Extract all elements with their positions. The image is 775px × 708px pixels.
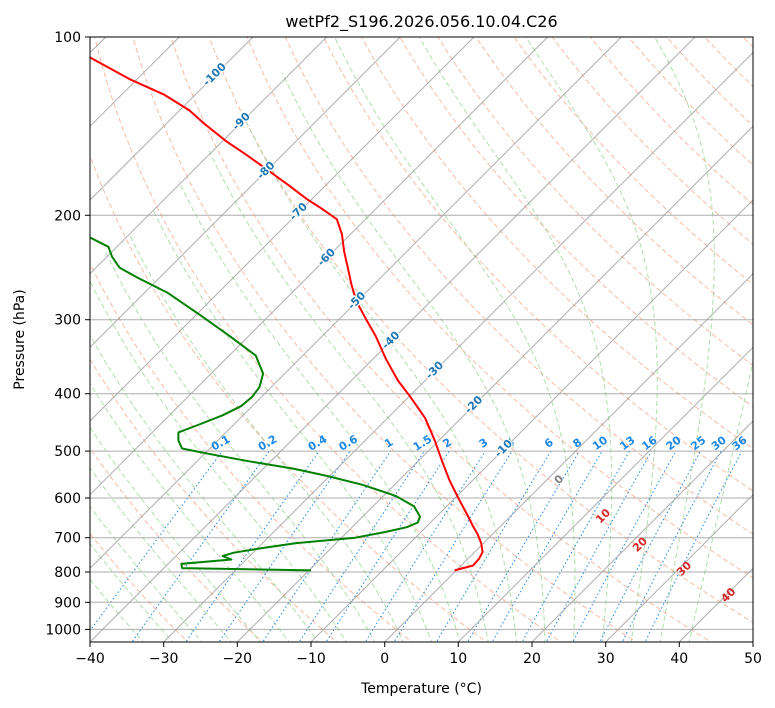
y-tick-label: 700 [54, 531, 81, 547]
y-tick-label: 600 [54, 491, 81, 507]
isotherm-gridline [90, 37, 696, 642]
x-axis-label: Temperature (°C) [360, 681, 482, 697]
x-tick-label: 40 [670, 651, 688, 667]
moist-adiabat-line [90, 542, 174, 642]
moist-adiabat-line [525, 37, 658, 642]
dry-adiabat-line [90, 532, 189, 642]
moist-adiabat-line [90, 382, 290, 642]
y-axis-label: Pressure (hPa) [12, 289, 28, 389]
moist-adiabat-line [128, 233, 404, 642]
mixing-ratio-line [393, 450, 513, 642]
dry-adiabat-line [437, 37, 753, 367]
moist-adiabat-line [334, 37, 576, 642]
mixing-ratio-line [621, 450, 722, 642]
mixing-ratio-line [491, 450, 603, 642]
isotherm-gridline [236, 125, 753, 642]
isotherm-gridline [457, 346, 753, 642]
chart-title: wetPf2_S196.2026.056.10.04.C26 [285, 12, 557, 32]
y-tick-label: 200 [54, 208, 81, 224]
dry-adiabat-line [94, 37, 563, 642]
isotherm-gridline [163, 51, 753, 642]
isotherm-gridline [90, 37, 549, 496]
x-tick-label: −30 [149, 651, 179, 667]
dry-adiabat-line [361, 37, 753, 450]
dry-adiabat-line [90, 447, 264, 642]
dry-adiabat-line [208, 37, 753, 624]
x-tick-label: −20 [223, 651, 253, 667]
moist-adiabat-line [90, 426, 261, 642]
dewpoint-profile-line [90, 236, 421, 572]
mixing-ratio-line [521, 450, 630, 642]
mixing-ratio-line [218, 450, 351, 642]
x-tick-label: 30 [597, 651, 615, 667]
isotherm-gridline [310, 199, 753, 642]
y-tick-label: 100 [54, 30, 81, 46]
dry-adiabat-line [399, 37, 753, 408]
mixing-ratio-line [599, 450, 701, 642]
mixing-ratio-line [644, 450, 743, 642]
moist-adiabat-line [688, 358, 753, 642]
dry-adiabat-line [90, 154, 488, 642]
dry-adiabat-line [513, 37, 753, 285]
dry-adiabat-line [589, 37, 753, 206]
dry-adiabat-line [246, 37, 753, 579]
y-tick-label: 300 [54, 313, 81, 329]
isotherm-gridline [90, 37, 254, 201]
moist-adiabat-line [418, 37, 613, 642]
mixing-ratio-line [466, 450, 580, 642]
temperature-profile-line [90, 56, 484, 572]
dry-adiabat-line [90, 262, 413, 642]
moist-adiabat-line [104, 251, 376, 642]
moist-adiabat-line [90, 334, 319, 642]
x-tick-label: −10 [296, 651, 326, 667]
moist-adiabat-line [654, 37, 715, 642]
x-tick-label: 50 [744, 651, 762, 667]
x-tick-label: 20 [523, 651, 541, 667]
isotherm-gridline [90, 37, 401, 349]
moist-adiabat-line [281, 72, 546, 642]
mixing-ratio-line [298, 450, 425, 642]
isotherm-gridline [90, 37, 328, 275]
plot-frame [89, 36, 754, 643]
mixing-ratio-line [435, 450, 552, 642]
isotherm-gridline [90, 37, 622, 570]
moist-adiabat-line [90, 467, 232, 642]
y-tick-label: 1000 [45, 622, 81, 638]
moist-adiabat-line [242, 113, 518, 642]
isotherm-gridline [90, 37, 475, 422]
y-tick-label: 800 [54, 565, 81, 581]
x-tick-label: 0 [380, 651, 389, 667]
moist-adiabat-line [152, 208, 433, 642]
mixing-ratio-line [185, 450, 320, 642]
moist-adiabat-line [90, 505, 203, 642]
dry-adiabat-line [284, 37, 753, 535]
y-tick-label: 500 [54, 444, 81, 460]
isotherm-gridline [384, 272, 753, 642]
isotherm-gridline [531, 420, 753, 642]
mixing-ratio-line [572, 450, 677, 642]
isotherm-gridline [605, 493, 753, 642]
x-tick-label: −40 [75, 651, 105, 667]
x-tick-label: 10 [449, 651, 467, 667]
y-tick-label: 900 [54, 595, 81, 611]
y-tick-label: 400 [54, 387, 81, 403]
